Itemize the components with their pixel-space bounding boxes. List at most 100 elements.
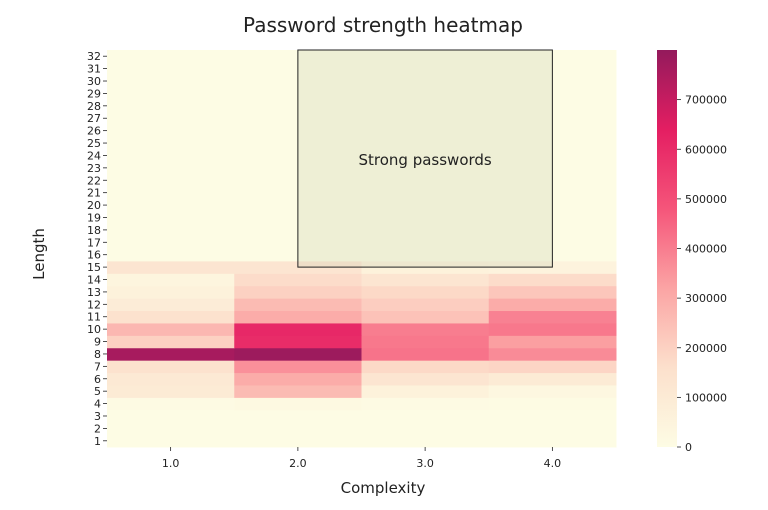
colorbar-tick-label: 100000 — [685, 391, 727, 404]
heatmap-cell — [361, 360, 490, 374]
heatmap-cell — [488, 273, 617, 287]
heatmap-cell — [488, 298, 617, 312]
heatmap-cell — [107, 360, 235, 374]
x-tick-label: 2.0 — [289, 457, 307, 470]
heatmap-cell — [234, 298, 362, 312]
heatmap-cell — [361, 310, 490, 324]
y-axis-label: Length — [30, 228, 48, 280]
y-tick-label: 32 — [87, 50, 101, 63]
heatmap-cell — [361, 136, 490, 150]
heatmap-cell — [107, 149, 235, 163]
heatmap-cell — [107, 236, 235, 249]
annotation-box — [297, 49, 553, 268]
y-tick-label: 12 — [87, 298, 101, 311]
colorbar — [657, 50, 677, 447]
y-tick-label: 15 — [87, 261, 101, 274]
y-tick-label: 19 — [87, 211, 101, 224]
y-tick-label: 16 — [87, 249, 101, 262]
colorbar-tick-labels: 0 100000 200000 300000 400000 500000 600000 700… — [677, 94, 727, 454]
y-tick-label: 1 — [94, 435, 101, 448]
x-tick-labels: 1.0 2.0 3.0 4.0 — [162, 447, 561, 470]
colorbar-tick-label: 700000 — [685, 94, 727, 107]
y-tick-label: 13 — [87, 286, 101, 299]
heatmap-cell — [361, 174, 490, 187]
heatmap-cell — [107, 422, 235, 436]
heatmap-cell — [361, 397, 490, 411]
heatmap-cell — [361, 211, 490, 225]
heatmap-cell — [361, 322, 490, 336]
heatmap-cell — [361, 186, 490, 200]
heatmap-cell — [361, 223, 490, 237]
colorbar-tick-label: 300000 — [685, 292, 727, 305]
heatmap-cell — [107, 310, 235, 324]
y-tick-labels: 1234567891011121314151617181920212223242… — [87, 50, 107, 448]
heatmap-cell — [361, 434, 490, 448]
y-tick-label: 10 — [87, 323, 101, 336]
heatmap-cell — [107, 384, 235, 398]
y-tick-label: 6 — [94, 373, 101, 386]
heatmap-cell — [361, 74, 490, 88]
colorbar-tick-label: 600000 — [685, 143, 727, 156]
heatmap-cell — [107, 298, 235, 312]
heatmap-cell — [488, 347, 617, 361]
heatmap-cell — [488, 322, 617, 336]
heatmap-cell — [107, 223, 235, 237]
heatmap-cell — [361, 112, 490, 125]
y-tick-label: 5 — [94, 385, 101, 398]
heatmap-cell — [488, 434, 617, 448]
colorbar-tick-label: 500000 — [685, 193, 727, 206]
heatmap-cell — [234, 409, 362, 423]
y-tick-label: 28 — [87, 100, 101, 113]
heatmap-cell — [107, 273, 235, 287]
heatmap-cell — [361, 161, 490, 175]
heatmap-cell — [107, 409, 235, 423]
heatmap-cell — [361, 236, 490, 249]
heatmap-cell — [488, 335, 617, 349]
heatmap-cell — [488, 409, 617, 423]
colorbar-tick-label: 0 — [685, 441, 692, 454]
heatmap-cell — [361, 298, 490, 312]
heatmap-cell — [488, 397, 617, 411]
colorbar-tick-label: 200000 — [685, 342, 727, 355]
heatmap-cell — [107, 186, 235, 200]
heatmap-cell — [361, 124, 490, 138]
heatmap-cell — [107, 260, 235, 274]
y-tick-label: 21 — [87, 187, 101, 200]
heatmap-cell — [107, 99, 235, 113]
heatmap-cell — [107, 161, 235, 175]
heatmap-cell — [234, 347, 362, 361]
heatmap-cell — [107, 335, 235, 349]
y-tick-label: 3 — [94, 410, 101, 423]
heatmap-cell — [107, 434, 235, 448]
y-tick-label: 30 — [87, 75, 101, 88]
heatmap-cell — [361, 372, 490, 386]
heatmap-cell — [361, 409, 490, 423]
y-tick-label: 23 — [87, 162, 101, 175]
heatmap-cell — [488, 384, 617, 398]
heatmap-cell — [361, 422, 490, 436]
y-tick-label: 18 — [87, 224, 101, 237]
heatmap-cell — [107, 174, 235, 187]
y-tick-label: 29 — [87, 87, 101, 100]
heatmap-cell — [107, 62, 235, 76]
heatmap-cell — [107, 372, 235, 386]
heatmap-cell — [107, 322, 235, 336]
heatmap-cell — [361, 248, 490, 262]
heatmap-cell — [234, 310, 362, 324]
heatmap-cell — [361, 149, 490, 163]
heatmap-cell — [361, 198, 490, 212]
x-tick-label: 3.0 — [416, 457, 434, 470]
annotation-label: Strong passwords — [359, 151, 492, 169]
y-tick-label: 25 — [87, 137, 101, 150]
x-axis-label: Complexity — [341, 479, 426, 497]
heatmap-cell — [234, 322, 362, 336]
heatmap-cell — [234, 335, 362, 349]
y-tick-label: 20 — [87, 199, 101, 212]
y-tick-label: 26 — [87, 125, 101, 138]
chart-title: Password strength heatmap — [243, 13, 523, 37]
y-tick-label: 4 — [94, 398, 101, 411]
y-tick-label: 8 — [94, 348, 101, 361]
x-tick-label: 4.0 — [544, 457, 562, 470]
heatmap-cell — [107, 124, 235, 138]
heatmap-cell — [488, 422, 617, 436]
